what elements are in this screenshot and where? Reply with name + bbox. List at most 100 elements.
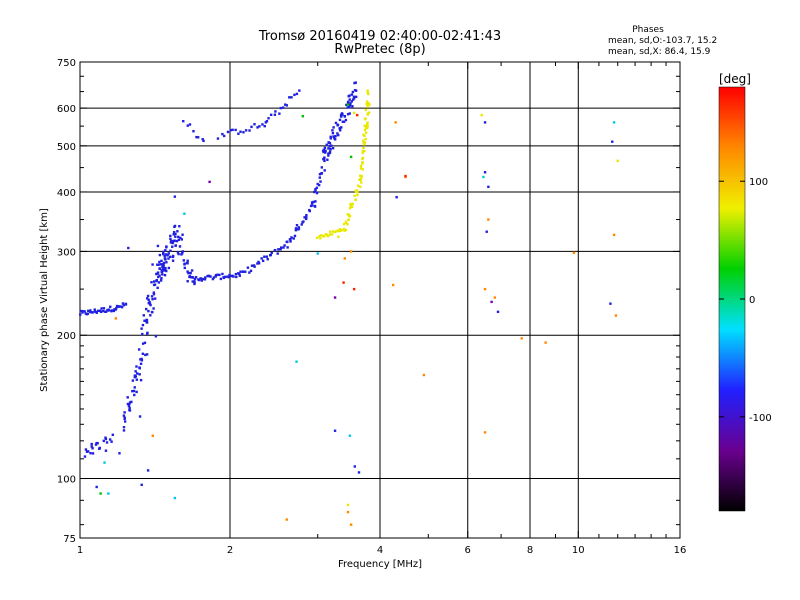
data-point [357,184,360,187]
data-point [183,266,187,270]
data-point [319,180,322,183]
data-point [151,297,154,301]
data-point [274,110,277,113]
data-point [191,276,195,279]
data-point [353,88,357,92]
data-point [133,393,136,397]
data-point [242,131,245,134]
data-point [117,305,120,308]
data-point [483,287,487,291]
data-point [338,127,341,130]
data-point [344,220,348,223]
data-point [482,175,485,179]
data-point [333,429,337,432]
data-point [171,245,174,248]
colorbar: 100 0 -100 [deg] [718,72,772,512]
data-point [350,93,354,96]
x-tick-label: 8 [527,545,533,556]
data-point [135,365,138,368]
y-tick-label: 400 [57,188,76,199]
data-point [169,237,172,241]
data-point [161,273,164,276]
data-point [90,442,93,446]
data-point [318,176,321,179]
data-point [159,279,163,282]
data-point [366,121,369,124]
data-point [124,302,127,306]
data-point [186,280,189,283]
data-point [214,273,218,277]
data-point [163,273,167,277]
data-point [483,171,487,174]
data-point [169,249,172,252]
data-point [145,297,149,300]
data-point [222,276,226,280]
data-point [161,252,165,256]
data-point [224,275,227,279]
data-point [188,275,191,279]
data-point [214,275,217,278]
data-point [572,251,576,255]
data-point [318,172,322,176]
data-point [323,156,326,159]
data-point [104,449,108,452]
data-point [81,311,84,314]
data-point [331,129,334,132]
data-point [260,257,263,260]
data-point [176,251,180,254]
data-point [336,229,339,233]
data-point [344,228,348,232]
data-point [248,129,251,132]
data-point [338,228,341,231]
data-point [91,452,95,455]
data-point [487,218,490,221]
data-point [332,135,335,138]
data-point [170,239,173,243]
data-point [137,348,141,351]
data-point [258,125,261,128]
data-point [164,267,167,270]
data-point [141,342,145,345]
data-point [323,169,326,172]
data-point [193,280,196,283]
data-point [314,189,317,193]
data-point [273,113,277,116]
data-point [363,143,366,146]
data-point [294,227,298,230]
data-point [144,353,147,357]
data-point [128,408,131,412]
data-points [79,81,619,526]
data-point [314,187,317,191]
data-point [361,160,364,164]
data-point [285,104,289,107]
data-point [366,126,369,130]
data-point [363,149,366,153]
data-point [328,141,332,145]
data-point [219,277,223,281]
data-point [395,195,398,199]
data-point [351,202,354,206]
data-point [107,492,110,495]
data-point [146,294,150,298]
data-point [145,321,149,324]
data-point [333,296,337,299]
y-tick-label: 600 [57,104,76,115]
data-point [171,240,175,244]
data-point [139,362,143,365]
data-point [182,259,185,262]
data-point [315,186,319,190]
data-point [320,166,324,169]
data-point [334,121,338,125]
data-point [289,238,292,241]
data-point [391,283,395,287]
data-point [139,358,142,361]
data-point [212,276,216,279]
data-point [155,278,158,282]
data-point [153,297,157,300]
data-point [345,103,348,107]
data-point [161,266,164,269]
data-point [329,230,332,233]
data-point [329,137,332,140]
data-point [113,308,116,311]
data-point [83,455,87,458]
